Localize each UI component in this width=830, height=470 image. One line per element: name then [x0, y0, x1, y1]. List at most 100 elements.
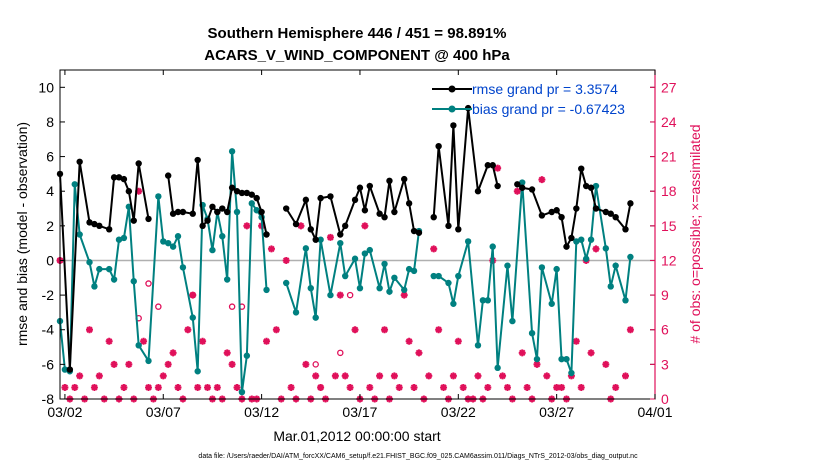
obs-assimilated-marker: [189, 292, 196, 299]
bias-point: [391, 275, 397, 281]
obs-assimilated-marker: [175, 384, 182, 391]
bias-point: [435, 273, 441, 279]
rmse-point: [588, 185, 594, 191]
rmse-point: [352, 197, 358, 203]
obs-assimilated-marker: [352, 326, 359, 333]
bias-point: [381, 261, 387, 267]
obs-assimilated-marker: [199, 338, 206, 345]
bias-point: [475, 342, 481, 348]
bias-point: [96, 266, 102, 272]
y-tick-label-right: 18: [661, 183, 677, 199]
rmse-point: [445, 223, 451, 229]
bias-point: [121, 235, 127, 241]
obs-assimilated-marker: [573, 338, 580, 345]
bias-point: [170, 243, 176, 249]
obs-assimilated-marker: [406, 338, 413, 345]
y-tick-label-left: -6: [42, 356, 55, 372]
y-tick-label-right: 15: [661, 218, 677, 234]
rmse-point: [401, 176, 407, 182]
rmse-point: [303, 197, 309, 203]
bias-point: [249, 200, 255, 206]
x-tick-label: 03/22: [441, 404, 476, 420]
chart-title-line1: Southern Hemisphere 446 / 451 = 98.891%: [208, 25, 507, 42]
rmse-point: [135, 160, 141, 166]
bias-point: [529, 330, 535, 336]
x-tick-label: 03/02: [47, 404, 82, 420]
obs-assimilated-marker: [268, 245, 275, 252]
rmse-point: [342, 223, 348, 229]
y-tick-label-right: 9: [661, 287, 669, 303]
obs-assimilated-marker: [450, 372, 457, 379]
obs-assimilated-marker: [61, 384, 68, 391]
obs-assimilated-marker: [194, 384, 201, 391]
obs-assimilated-marker: [155, 384, 162, 391]
obs-assimilated-marker: [538, 176, 545, 183]
bias-point: [583, 256, 589, 262]
obs-assimilated-marker: [224, 349, 231, 356]
obs-assimilated-marker: [234, 384, 241, 391]
bias-point: [224, 276, 230, 282]
obs-assimilated-marker: [543, 372, 550, 379]
legend-rmse-marker: [449, 86, 456, 93]
bias-point: [553, 266, 559, 272]
bias-point: [180, 264, 186, 270]
obs-assimilated-marker: [519, 349, 526, 356]
obs-assimilated-marker: [288, 384, 295, 391]
x-tick-label: 03/17: [342, 404, 377, 420]
x-tick-label: 04/01: [637, 404, 672, 420]
rmse-point: [612, 214, 618, 220]
obs-assimilated-marker: [622, 372, 629, 379]
bias-point: [229, 148, 235, 154]
bias-point: [578, 236, 584, 242]
rmse-point: [553, 207, 559, 213]
x-tick-label: 03/27: [539, 404, 574, 420]
rmse-point: [67, 366, 73, 372]
obs-assimilated-marker: [499, 372, 506, 379]
bias-point: [209, 247, 215, 253]
rmse-point: [627, 200, 633, 206]
obs-assimilated-marker: [111, 361, 118, 368]
bias-point: [194, 368, 200, 374]
bias-point: [563, 356, 569, 362]
bias-point: [337, 240, 343, 246]
rmse-point: [131, 217, 137, 223]
bias-point: [293, 309, 299, 315]
obs-assimilated-marker: [302, 361, 309, 368]
bias-point: [135, 342, 141, 348]
bias-point: [313, 314, 319, 320]
rmse-point: [416, 230, 422, 236]
bias-point: [303, 245, 309, 251]
obs-assimilated-marker: [120, 384, 127, 391]
legend-bias-label: bias grand pr = -0.67423: [472, 101, 625, 117]
obs-assimilated-marker: [96, 372, 103, 379]
y-axis-right-label: # of obs: o=possible; ×=assimilated: [687, 124, 703, 343]
bias-point: [622, 297, 628, 303]
y-tick-label-right: 27: [661, 79, 677, 95]
bias-point: [145, 358, 151, 364]
bias-point: [588, 236, 594, 242]
bias-point: [539, 264, 545, 270]
obs-assimilated-marker: [106, 338, 113, 345]
rmse-point: [258, 209, 264, 215]
bias-point: [244, 353, 250, 359]
obs-assimilated-marker: [145, 384, 152, 391]
rmse-point: [190, 211, 196, 217]
obs-assimilated-marker: [86, 326, 93, 333]
obs-assimilated-marker: [165, 361, 172, 368]
bias-point: [352, 256, 358, 262]
obs-assimilated-marker: [366, 384, 373, 391]
bias-point: [263, 287, 269, 293]
obs-assimilated-marker: [578, 384, 585, 391]
bias-point: [239, 389, 245, 395]
obs-assimilated-marker: [612, 384, 619, 391]
obs-assimilated-marker: [283, 257, 290, 264]
bias-point: [131, 278, 137, 284]
rmse-point: [204, 217, 210, 223]
rmse-point: [391, 209, 397, 215]
obs-assimilated-marker: [391, 372, 398, 379]
y-tick-label-left: 4: [46, 183, 54, 199]
bias-point: [504, 262, 510, 268]
obs-assimilated-marker: [71, 384, 78, 391]
bias-point: [308, 285, 314, 291]
